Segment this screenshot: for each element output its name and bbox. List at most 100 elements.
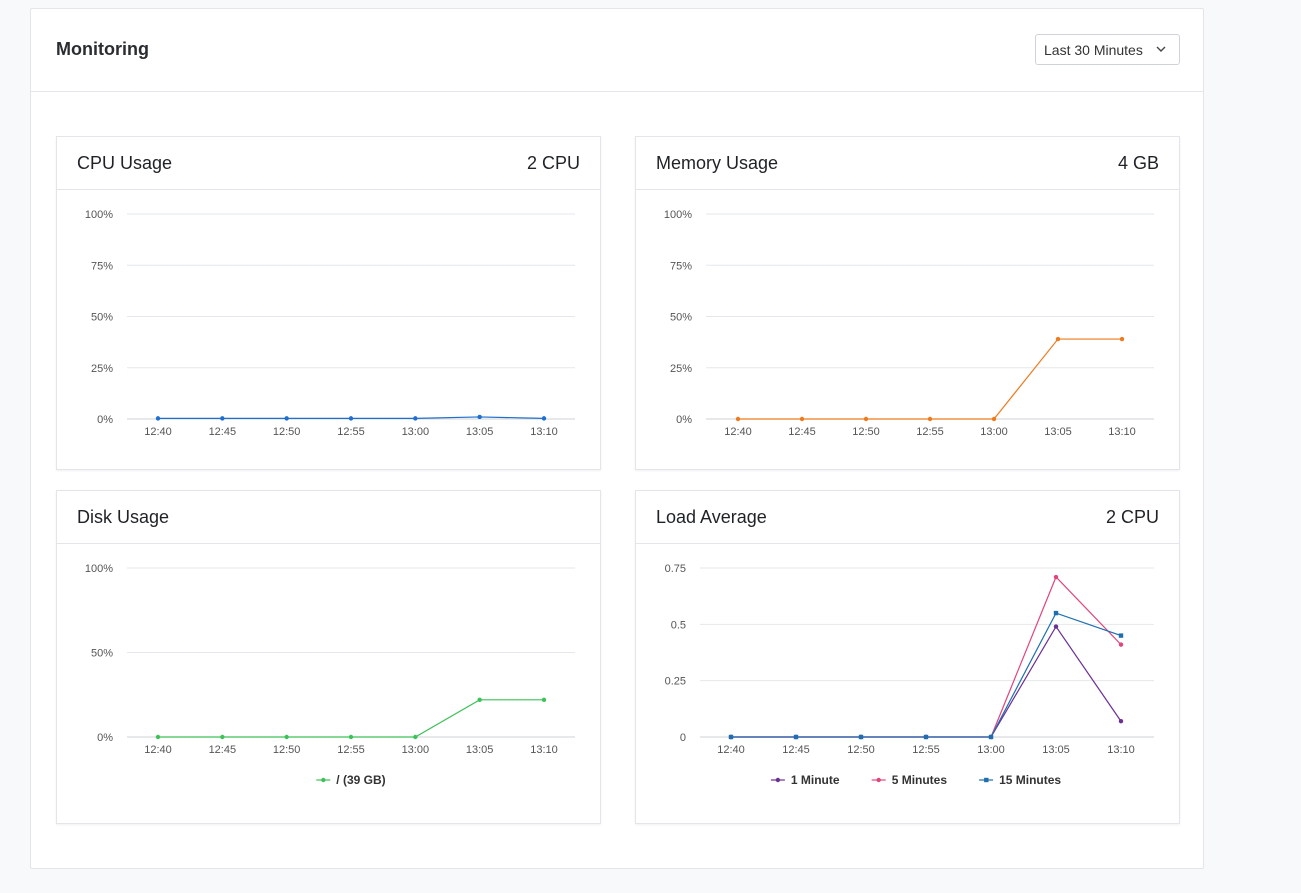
data-point (155, 416, 161, 421)
y-tick-label: 0% (97, 732, 113, 744)
data-point (923, 734, 929, 740)
legend-swatch-marker (876, 777, 881, 783)
x-tick-label: 13:00 (977, 744, 1005, 756)
page-title: Monitoring (56, 39, 149, 59)
y-tick-label: 0% (97, 414, 113, 426)
x-tick-label: 12:50 (852, 426, 880, 438)
data-point (220, 416, 225, 421)
x-tick-label: 12:45 (209, 744, 237, 756)
y-tick-label: 0 (680, 732, 686, 744)
y-tick-label: 25% (670, 363, 692, 375)
x-tick-label: 12:45 (209, 426, 237, 438)
x-tick-label: 12:55 (912, 744, 940, 756)
legend-item: / (39 GB) (316, 773, 386, 787)
legend-item: 15 Minutes (979, 773, 1061, 787)
panel-capacity: 2 CPU (1105, 507, 1159, 527)
y-tick-label: 25% (91, 363, 113, 375)
data-point (541, 416, 547, 421)
legend-label: 1 Minute (791, 773, 840, 787)
x-tick-label: 13:10 (530, 744, 558, 756)
chevron-down-icon (1156, 46, 1166, 52)
data-point (155, 734, 161, 740)
x-tick-label: 12:55 (916, 426, 944, 438)
data-point (413, 734, 418, 740)
monitoring-header: Monitoring Last 30 Minutes (31, 9, 1203, 92)
y-tick-label: 100% (85, 209, 113, 221)
data-point (799, 416, 805, 422)
data-point (735, 416, 741, 422)
legend-swatch-marker (775, 777, 781, 783)
panel-capacity: 2 CPU (526, 153, 580, 173)
data-point (1053, 574, 1059, 580)
data-point (1118, 633, 1124, 638)
x-tick-label: 13:10 (1107, 744, 1135, 756)
data-point (927, 416, 933, 422)
data-point (1055, 336, 1061, 342)
data-point (728, 734, 734, 740)
data-point (477, 697, 482, 703)
panel-title: Disk Usage (77, 507, 170, 527)
y-tick-label: 100% (664, 209, 692, 221)
data-point (220, 734, 225, 740)
data-point (1053, 610, 1059, 616)
panel-header: Load Average 2 CPU (636, 491, 1179, 544)
legend-label: / (39 GB) (336, 773, 385, 787)
panel-title: Memory Usage (656, 153, 779, 173)
load-average-panel: Load Average 2 CPU 0 0.25 0.5 0.75 12:40 12:4… (635, 490, 1180, 824)
x-tick-label: 12:55 (337, 744, 365, 756)
memory-usage-chart: 0% 25% 50% 75% 100% 12:40 12:45 12:50 12:55 13:00… (664, 209, 1154, 438)
series-line (731, 575, 1122, 738)
data-point (991, 416, 997, 422)
panel-title: CPU Usage (77, 153, 173, 173)
panel-header: CPU Usage 2 CPU (57, 137, 600, 190)
x-tick-label: 13:10 (1108, 426, 1136, 438)
data-point (1118, 719, 1124, 724)
y-tick-label: 0% (676, 414, 692, 426)
panel-capacity: 4 GB (1117, 153, 1159, 173)
data-point (1053, 624, 1059, 629)
legend-swatch-marker (321, 777, 326, 783)
time-range-value: Last 30 Minutes (1044, 41, 1143, 58)
x-tick-label: 13:00 (980, 426, 1008, 438)
x-tick-label: 13:05 (1042, 744, 1070, 756)
series-line (731, 612, 1122, 738)
memory-usage-panel: Memory Usage 4 GB 0% 25% 50% 75% 100% 12:40 12… (635, 136, 1180, 470)
data-point (284, 416, 289, 421)
time-range-select[interactable]: Last 30 Minutes (1035, 34, 1180, 65)
x-tick-label: 12:55 (337, 426, 365, 438)
series-line (738, 338, 1122, 420)
y-tick-label: 50% (670, 312, 692, 324)
x-tick-label: 13:05 (466, 744, 494, 756)
y-tick-label: 75% (91, 260, 113, 272)
legend-item: 1 Minute (770, 773, 840, 787)
x-tick-label: 13:10 (530, 426, 558, 438)
x-tick-label: 13:05 (1044, 426, 1072, 438)
data-point (988, 734, 994, 740)
load-average-chart: 0 0.25 0.5 0.75 12:40 12:45 12:50 12:55 13:00 13:… (665, 563, 1154, 787)
panel-title: Load Average (656, 507, 767, 527)
y-tick-label: 50% (91, 648, 113, 660)
x-tick-label: 12:45 (782, 744, 810, 756)
data-point (1118, 642, 1124, 647)
x-tick-label: 13:00 (402, 744, 430, 756)
x-tick-label: 12:40 (724, 426, 752, 438)
x-tick-label: 12:40 (717, 744, 745, 756)
data-point (1119, 336, 1125, 342)
y-tick-label: 100% (85, 563, 113, 575)
x-tick-label: 12:50 (273, 744, 301, 756)
data-point (477, 414, 482, 420)
x-tick-label: 13:05 (466, 426, 494, 438)
y-tick-label: 75% (670, 260, 692, 272)
legend-swatch-marker (984, 777, 989, 783)
x-tick-label: 12:50 (273, 426, 301, 438)
x-tick-label: 12:40 (144, 426, 172, 438)
data-point (284, 734, 289, 740)
x-tick-label: 12:40 (144, 744, 172, 756)
legend-label: 5 Minutes (892, 773, 948, 787)
series-line (158, 699, 544, 738)
panel-header: Disk Usage (57, 491, 600, 544)
legend-label: 15 Minutes (999, 773, 1061, 787)
y-tick-label: 0.5 (671, 619, 686, 631)
panel-header: Memory Usage 4 GB (636, 137, 1179, 190)
y-tick-label: 50% (91, 312, 113, 324)
